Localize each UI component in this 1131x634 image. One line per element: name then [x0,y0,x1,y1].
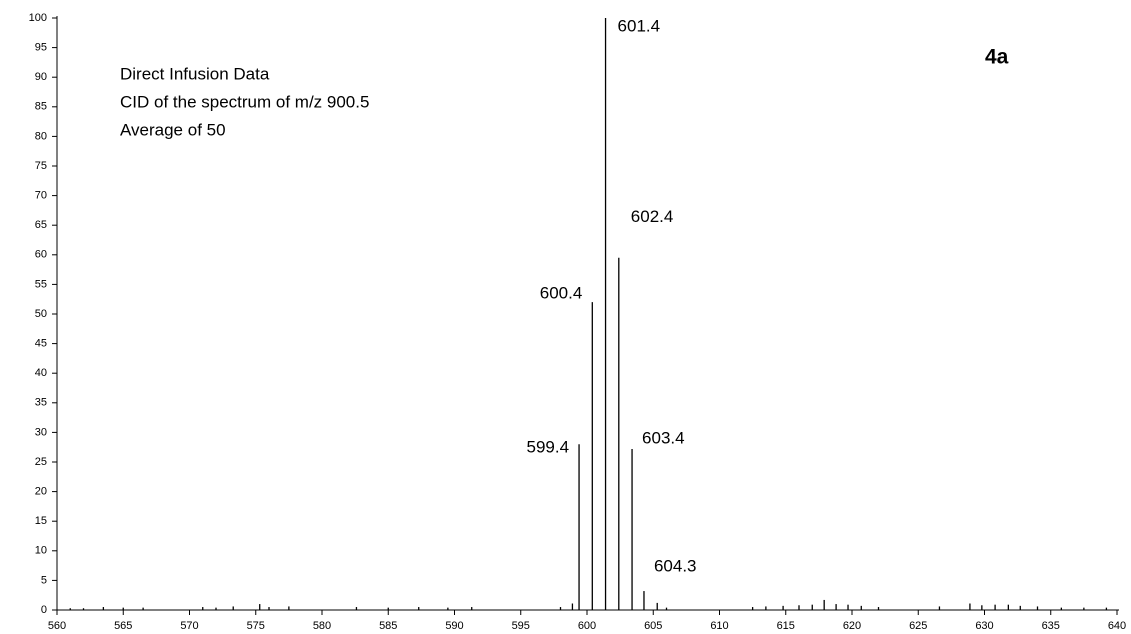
y-tick-label: 70 [35,190,47,202]
y-tick-label: 60 [35,249,47,261]
y-tick-label: 25 [35,456,47,468]
x-tick-label: 580 [313,620,331,632]
x-tick-label: 560 [48,620,66,632]
annotation: Direct Infusion Data [120,64,270,83]
y-tick-label: 35 [35,397,47,409]
x-tick-label: 585 [379,620,397,632]
y-tick-label: 90 [35,71,47,83]
panel-label: 4a [985,46,1009,69]
peak-label: 599.4 [527,438,570,457]
x-tick-label: 590 [445,620,463,632]
y-tick-label: 65 [35,219,47,231]
y-tick-label: 40 [35,367,47,379]
x-tick-label: 570 [180,620,198,632]
x-tick-label: 630 [975,620,993,632]
y-tick-label: 85 [35,101,47,113]
y-tick-label: 20 [35,486,47,498]
y-tick-label: 10 [35,545,47,557]
x-tick-label: 565 [114,620,132,632]
y-tick-label: 80 [35,130,47,142]
y-tick-label: 95 [35,42,47,54]
y-tick-label: 5 [41,574,47,586]
y-tick-label: 45 [35,338,47,350]
y-tick-label: 75 [35,160,47,172]
y-tick-label: 50 [35,308,47,320]
annotations: Direct Infusion Data CID of the spectrum… [120,64,369,139]
y-tick-label: 30 [35,426,47,438]
y-tick-label: 0 [41,604,47,616]
x-tick-label: 600 [578,620,596,632]
x-tick-label: 640 [1108,620,1126,632]
y-tick-label: 55 [35,278,47,290]
x-tick-label: 610 [710,620,728,632]
peak-label: 602.4 [631,207,674,226]
x-tick-label: 635 [1042,620,1060,632]
x-tick-label: 595 [512,620,530,632]
annotation: Average of 50 [120,120,226,139]
peak-label: 604.3 [654,557,697,576]
x-tick-label: 625 [909,620,927,632]
peak-label: 603.4 [642,428,685,447]
x-tick-label: 605 [644,620,662,632]
peak-label: 600.4 [540,284,583,303]
y-tick-label: 15 [35,515,47,527]
peak-label: 601.4 [618,16,661,35]
x-tick-label: 575 [247,620,265,632]
annotation: CID of the spectrum of m/z 900.5 [120,92,369,111]
x-tick-label: 615 [777,620,795,632]
x-tick-label: 620 [843,620,861,632]
y-tick-label: 100 [29,12,47,24]
